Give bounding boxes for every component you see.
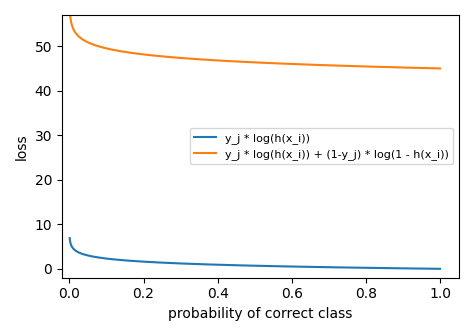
Line: y_j * log(h(x_i)): y_j * log(h(x_i)) [70,238,440,269]
y_j * log(h(x_i)) [358,266,364,270]
y_j * log(h(x_i)) + (1-y_j) * log(1 - h(x_i)) [437,67,443,71]
y_j * log(h(x_i)) [427,267,432,271]
Legend: y_j * log(h(x_i)), y_j * log(h(x_i)) + (1-y_j) * log(1 - h(x_i)): y_j * log(h(x_i)), y_j * log(h(x_i)) + (… [190,128,454,165]
y_j * log(h(x_i)) [67,236,73,240]
y_j * log(h(x_i)) + (1-y_j) * log(1 - h(x_i)) [426,66,432,70]
y_j * log(h(x_i)) + (1-y_j) * log(1 - h(x_i)) [358,64,364,68]
X-axis label: probability of correct class: probability of correct class [168,307,353,321]
y_j * log(h(x_i)) + (1-y_j) * log(1 - h(x_i)) [237,60,243,64]
y_j * log(h(x_i)) [247,263,253,267]
y_j * log(h(x_i)) [426,267,432,271]
Line: y_j * log(h(x_i)) + (1-y_j) * log(1 - h(x_i)): y_j * log(h(x_i)) + (1-y_j) * log(1 - h(… [70,8,440,69]
y_j * log(h(x_i)) [86,254,91,258]
y_j * log(h(x_i)) + (1-y_j) * log(1 - h(x_i)) [67,6,73,10]
y_j * log(h(x_i)) + (1-y_j) * log(1 - h(x_i)) [86,41,91,45]
y_j * log(h(x_i)) [437,267,443,271]
y_j * log(h(x_i)) [237,263,243,267]
y_j * log(h(x_i)) + (1-y_j) * log(1 - h(x_i)) [247,60,253,64]
Y-axis label: loss: loss [15,133,29,160]
y_j * log(h(x_i)) + (1-y_j) * log(1 - h(x_i)) [427,66,432,70]
